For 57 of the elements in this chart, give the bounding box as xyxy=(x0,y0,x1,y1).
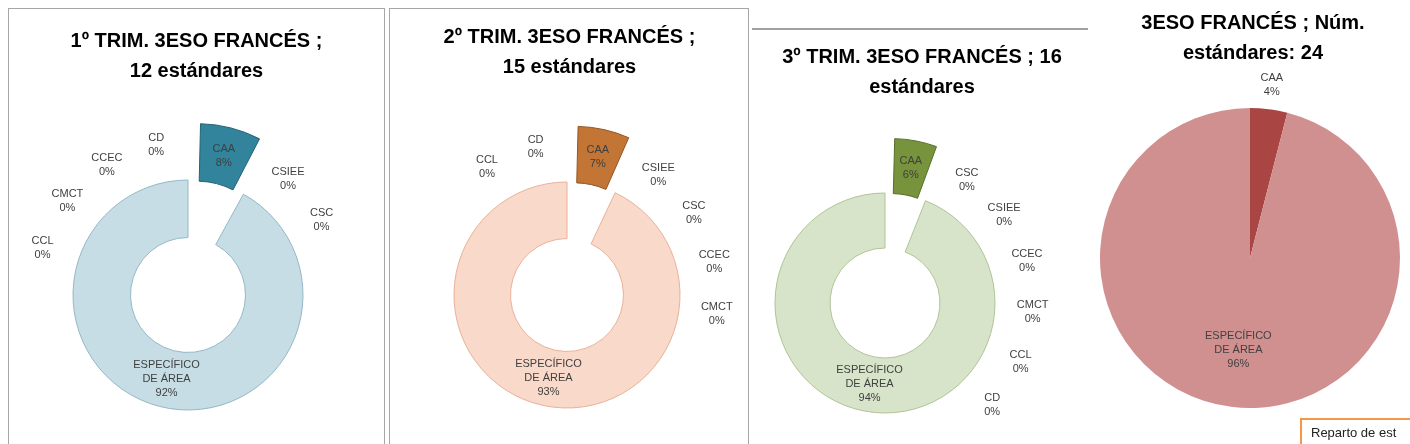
category-label: CSIEE xyxy=(641,160,675,173)
data-label: 6% xyxy=(902,167,919,180)
category-label: CSC xyxy=(682,199,706,212)
data-label: 8% xyxy=(215,155,232,168)
data-label: 96% xyxy=(1227,357,1250,370)
chart-title: 2º TRIM. 3ESO FRANCÉS ; 15 estándares xyxy=(442,24,697,79)
data-label: 7% xyxy=(589,157,606,170)
text: 0% xyxy=(280,179,296,192)
category-label: CCEC xyxy=(1011,247,1043,260)
slice-label: ESPECÍFICO DE ÁREA xyxy=(133,357,201,384)
slice-label: ESPECÍFICO DE ÁREA xyxy=(1205,329,1273,356)
text: 0% xyxy=(479,166,495,179)
category-label: CMCT xyxy=(1016,298,1049,311)
data-label: 92% xyxy=(155,385,178,398)
data-label: 93% xyxy=(537,384,560,397)
text: 0% xyxy=(650,174,667,187)
text: 0% xyxy=(706,261,723,274)
text: 0% xyxy=(313,220,330,233)
category-label: CCL xyxy=(475,152,498,165)
slice-label: CAA xyxy=(586,143,610,156)
category-label: CCL xyxy=(1009,348,1032,361)
text: 0% xyxy=(685,213,702,226)
category-label: CSC xyxy=(309,206,334,219)
chart-title: 3º TRIM. 3ESO FRANCÉS ; 16 estándares xyxy=(781,44,1063,99)
slice-label: CAA xyxy=(899,153,923,166)
category-label: CCEC xyxy=(91,151,123,164)
category-label: CD xyxy=(527,133,544,146)
slice-label: CAA xyxy=(212,141,236,154)
category-label: CSIEE xyxy=(987,201,1021,214)
text: 0% xyxy=(996,215,1013,228)
text: Reparto de est xyxy=(1300,418,1410,444)
text: 0% xyxy=(1012,362,1029,375)
text: 0% xyxy=(34,247,51,260)
text: 0% xyxy=(1019,261,1035,274)
category-label: CCL xyxy=(31,233,54,246)
slice-label: ESPECÍFICO DE ÁREA xyxy=(836,363,904,390)
data-label: 94% xyxy=(858,391,881,404)
category-label: CD xyxy=(148,131,165,144)
slice-label: ESPECÍFICO DE ÁREA xyxy=(515,356,583,383)
data-label: 4% xyxy=(1263,85,1280,98)
category-label: CSIEE xyxy=(271,165,305,178)
chart-title: 3ESO FRANCÉS ; Núm. estándares: 24 xyxy=(1140,10,1366,65)
category-label: CMCT xyxy=(51,186,84,199)
slice-label: CAA xyxy=(1260,71,1284,84)
category-label: CD xyxy=(984,391,1001,404)
text: 0% xyxy=(527,147,544,160)
text: 0% xyxy=(984,405,1001,418)
text: 0% xyxy=(1024,312,1041,325)
category-label: CCEC xyxy=(698,247,730,260)
text: 0% xyxy=(59,200,76,213)
text: 0% xyxy=(708,313,725,326)
text: 0% xyxy=(98,165,115,178)
category-label: CMCT xyxy=(700,299,733,312)
chart-title: 1º TRIM. 3ESO FRANCÉS ; 12 estándares xyxy=(69,28,324,83)
text: 0% xyxy=(148,145,165,158)
category-label: CSC xyxy=(955,165,979,178)
text: 0% xyxy=(958,179,975,192)
